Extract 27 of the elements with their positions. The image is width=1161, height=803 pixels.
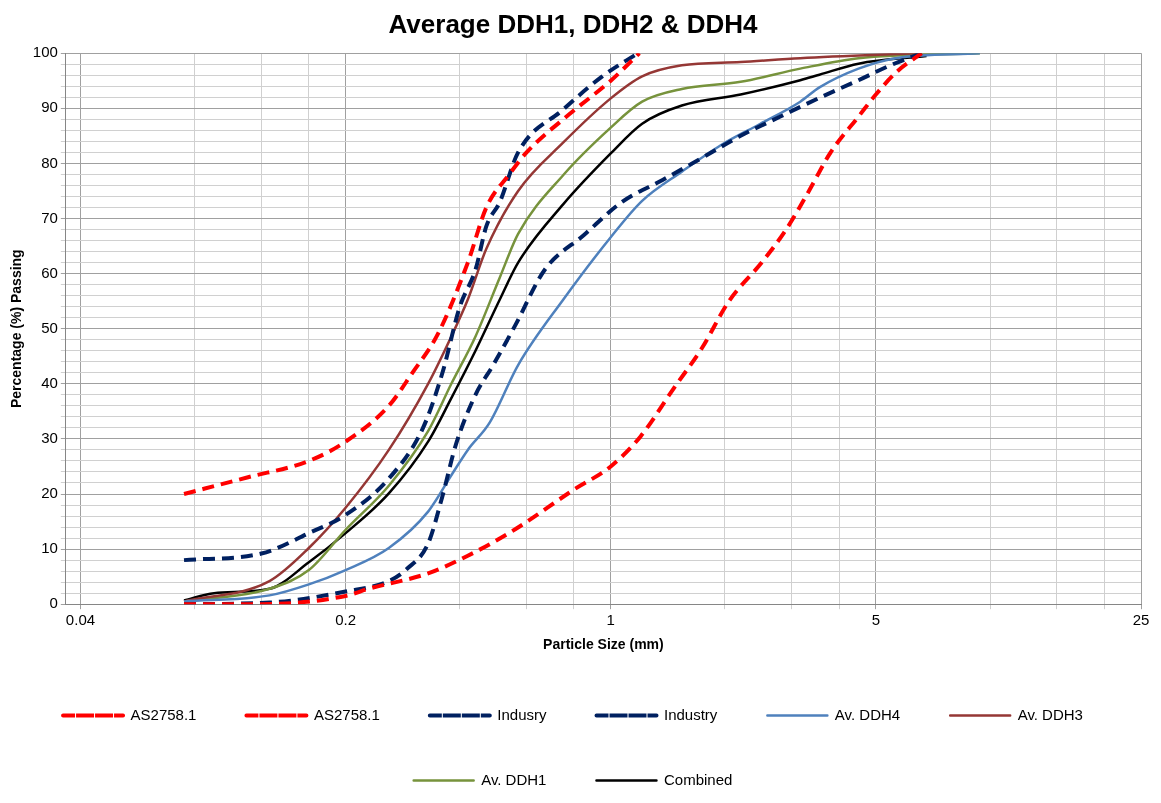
legend-label: AS2758.1 <box>130 705 197 723</box>
y-tick-label: 10 <box>41 539 58 557</box>
legend-label: Av. DDH1 <box>481 770 547 788</box>
chart-title: Average DDH1, DDH2 & DDH4 <box>388 8 758 39</box>
legend-label: Industry <box>664 705 718 723</box>
x-tick-label: 0.2 <box>335 611 357 629</box>
y-tick-label: 70 <box>41 208 58 226</box>
y-tick-label: 20 <box>41 484 58 502</box>
legend-label: Av. DDH4 <box>834 705 901 723</box>
x-tick-label: 25 <box>1132 611 1150 629</box>
x-tick-label: 1 <box>606 611 615 629</box>
y-tick-label: 100 <box>32 43 58 61</box>
y-tick-label: 30 <box>41 429 58 447</box>
y-tick-label: 0 <box>49 594 58 612</box>
x-axis-title: Particle Size (mm) <box>543 636 664 653</box>
y-tick-label: 80 <box>41 153 58 171</box>
y-tick-label: 50 <box>41 318 58 336</box>
y-tick-label: 60 <box>41 263 58 281</box>
x-tick-label: 5 <box>871 611 881 629</box>
y-tick-label: 90 <box>41 98 58 116</box>
legend-label: Indusry <box>497 705 548 723</box>
legend-label: AS2758.1 <box>313 705 380 723</box>
legend-label: Av. DDH3 <box>1017 705 1083 723</box>
x-tick-label: 0.04 <box>65 611 96 629</box>
y-tick-label: 40 <box>41 373 58 391</box>
legend-label: Combined <box>663 770 733 788</box>
y-axis-title: Percentage (%) Passing <box>8 249 25 409</box>
